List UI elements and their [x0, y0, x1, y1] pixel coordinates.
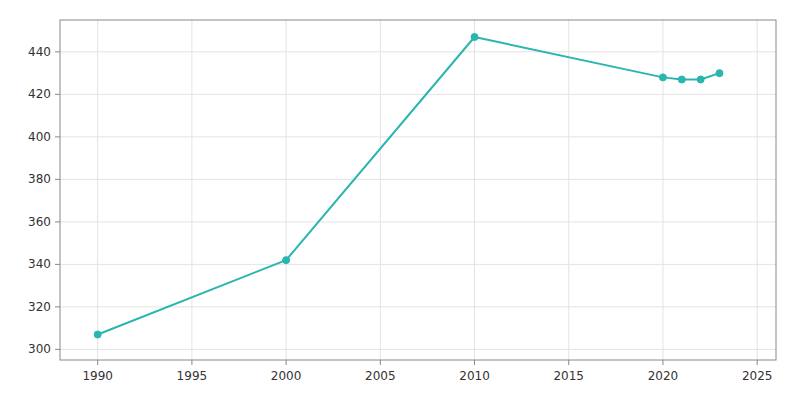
- point: [716, 70, 723, 77]
- tick-mark-y: [55, 221, 60, 222]
- tick-mark-y: [55, 136, 60, 137]
- grid-line-x: [662, 20, 663, 360]
- tick-label-y: 300: [28, 342, 51, 356]
- grid-line-x: [191, 20, 192, 360]
- grid-line-y: [60, 94, 776, 95]
- tick-mark-x: [662, 360, 663, 365]
- grid-line-x: [97, 20, 98, 360]
- series: [94, 34, 723, 339]
- grid: [60, 20, 776, 360]
- point: [471, 34, 478, 41]
- grid-line-x: [474, 20, 475, 360]
- tick-label-y: 400: [28, 130, 51, 144]
- tick-mark-y: [55, 179, 60, 180]
- tick-mark-x: [97, 360, 98, 365]
- tick-mark-x: [474, 360, 475, 365]
- tick-mark-y: [55, 51, 60, 52]
- point: [678, 76, 685, 83]
- point: [94, 331, 101, 338]
- tick-label-x: 2025: [742, 369, 773, 383]
- tick-mark-x: [286, 360, 287, 365]
- grid-line-y: [60, 179, 776, 180]
- tick-label-y: 420: [28, 87, 51, 101]
- grid-line-y: [60, 51, 776, 52]
- tick-label-y: 340: [28, 257, 51, 271]
- tick-mark-x: [380, 360, 381, 365]
- tick-mark-x: [757, 360, 758, 365]
- tick-label-y: 380: [28, 172, 51, 186]
- tick-label-x: 2000: [271, 369, 302, 383]
- tick-mark-y: [55, 94, 60, 95]
- tick-label-x: 2005: [365, 369, 396, 383]
- plot-frame: [60, 20, 776, 360]
- grid-line-y: [60, 136, 776, 137]
- grid-line-x: [757, 20, 758, 360]
- tick-mark-x: [191, 360, 192, 365]
- tick-mark-y: [55, 349, 60, 350]
- tick-mark-y: [55, 306, 60, 307]
- tick-label-x: 2015: [553, 369, 584, 383]
- grid-line-x: [568, 20, 569, 360]
- axes: 1990 1995 2000 2005 2010 2015 2020 2025 300 320 34…: [28, 45, 772, 383]
- point: [283, 257, 290, 264]
- tick-label-x: 2020: [648, 369, 679, 383]
- grid-line-x: [380, 20, 381, 360]
- tick-label-x: 1990: [82, 369, 113, 383]
- point: [697, 76, 704, 83]
- tick-label-y: 360: [28, 215, 51, 229]
- grid-line-x: [286, 20, 287, 360]
- tick-label-y: 440: [28, 45, 51, 59]
- chart-svg: 1990 1995 2000 2005 2010 2015 2020 2025 300 320 34…: [0, 0, 800, 400]
- tick-label-y: 320: [28, 300, 51, 314]
- grid-line-y: [60, 221, 776, 222]
- grid-line-y: [60, 349, 776, 350]
- line: [98, 37, 720, 335]
- tick-label-x: 2010: [459, 369, 490, 383]
- grid-line-y: [60, 264, 776, 265]
- tick-mark-y: [55, 264, 60, 265]
- tick-label-x: 1995: [177, 369, 208, 383]
- chart-container: 1990 1995 2000 2005 2010 2015 2020 2025 300 320 34…: [0, 0, 800, 400]
- tick-mark-x: [568, 360, 569, 365]
- point: [659, 74, 666, 81]
